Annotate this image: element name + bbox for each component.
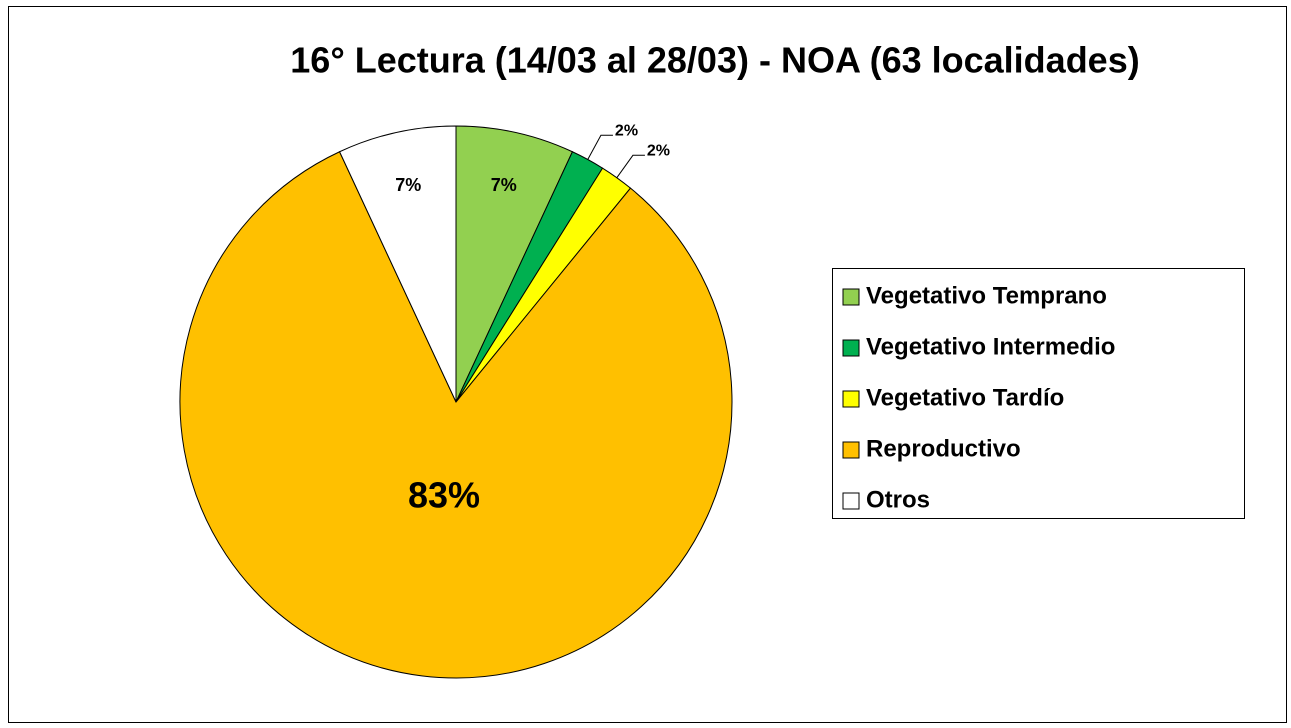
legend-box <box>832 268 1245 519</box>
data-label: 7% <box>395 175 421 195</box>
data-label: 2% <box>647 142 670 159</box>
legend-swatch <box>842 339 860 357</box>
data-label: 2% <box>615 122 638 139</box>
legend-label: Vegetativo Intermedio <box>866 333 1115 360</box>
pie-slice <box>338 125 457 403</box>
legend-swatch <box>842 492 860 510</box>
leader-line <box>587 134 613 160</box>
pie-slice <box>455 125 574 403</box>
data-label: 83% <box>408 474 480 515</box>
legend-label: Reproductivo <box>866 435 1021 462</box>
chart-title: 16° Lectura (14/03 al 28/03) - NOA (63 l… <box>290 40 1139 81</box>
leader-line <box>616 154 645 178</box>
data-label: 7% <box>491 175 517 195</box>
legend-label: Vegetativo Temprano <box>866 282 1107 309</box>
legend-swatch <box>842 288 860 306</box>
legend-swatch <box>842 441 860 459</box>
legend-label: Vegetativo Tardío <box>866 384 1064 411</box>
legend-label: Otros <box>866 486 930 513</box>
pie-slice <box>179 151 733 679</box>
legend-swatch <box>842 390 860 408</box>
